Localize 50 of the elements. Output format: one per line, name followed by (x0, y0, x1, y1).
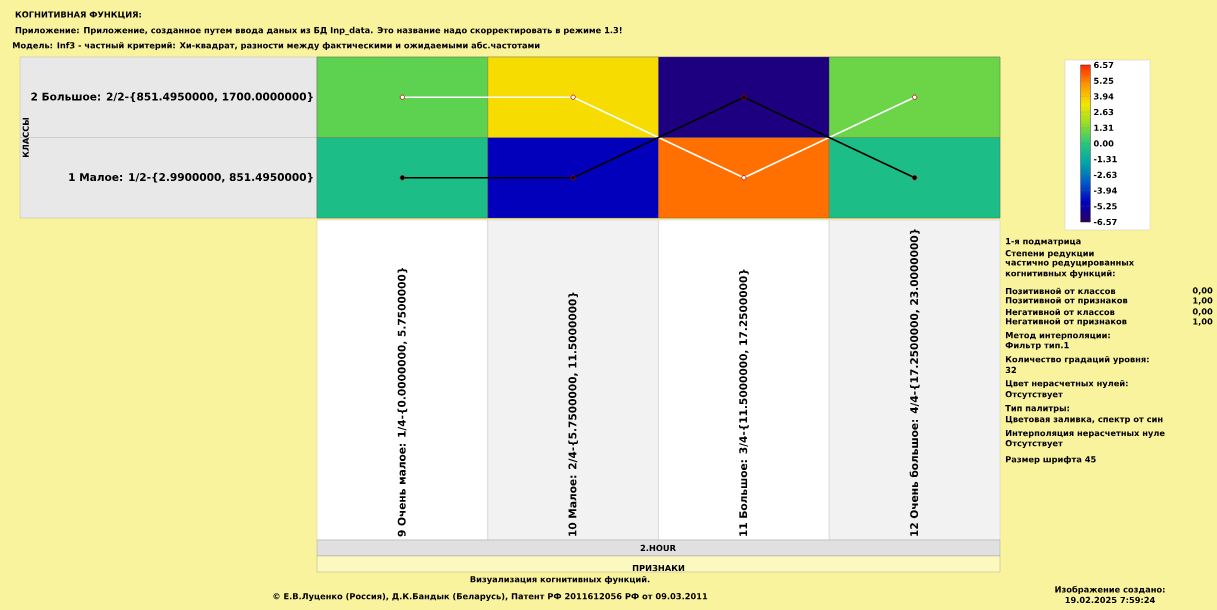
color-bar-label: 2.63 (1094, 108, 1114, 116)
text: когнитивных функций: (1005, 269, 1115, 279)
text: Тип палитры: (1005, 405, 1069, 413)
text: Интерполяция нерасчетных нуле (1005, 430, 1165, 438)
color-bar-label: -5.25 (1093, 203, 1117, 210)
y-axis-title: КЛАССЫ (22, 117, 29, 158)
text: Позитивной от классов (1005, 287, 1116, 295)
text: частично редуцированных (1005, 260, 1134, 268)
text: 1,00 (1193, 318, 1213, 326)
text: Негативной от признаков (1005, 317, 1127, 327)
text: Цветовая заливка, спектр от син (1005, 416, 1163, 424)
text: Изображение создано: (1055, 585, 1165, 595)
text: Модель: Inf3 - частный критерий: Хи-квадрат, разности между фактическими и ожидаемыми абс.частотами (12, 41, 540, 51)
x-tick-label: 9 Очень малое: 1/4-{0.0000000, 5.7500000} (397, 267, 408, 537)
x-tick-label: 11 Большое: 3/4-{11.5000000, 17.2500000} (739, 269, 749, 536)
color-bar-label: 0.00 (1093, 140, 1114, 147)
text: © Е.В.Луценко (Россия), Д.К.Бандык (Беларусь), Патент РФ 2011612056 РФ от 09.03.2011 (273, 592, 708, 602)
color-bar-label: -6.57 (1093, 218, 1117, 226)
text: Размер шрифта 45 (1005, 455, 1096, 464)
color-bar-label: -1.31 (1093, 156, 1117, 163)
color-bar-label: 1.31 (1094, 124, 1114, 131)
y-tick-label: 2 Большое: 2/2-{851.4950000, 1700.0000000} (31, 92, 313, 103)
text: КОГНИТИВНАЯ ФУНКЦИЯ: (15, 11, 141, 19)
text: Негативной от классов (1005, 308, 1115, 316)
text: 1,00 (1193, 297, 1213, 305)
text: Отсутствует (1005, 440, 1063, 448)
chart-subtitle: Приложение: Приложение, созданное путем ввода даных из БД Inp_data. Это название надо скорректировать в режиме 1.3! (15, 26, 622, 36)
x-tick-label: 12 Очень большое: 4/4-{17.2500000, 23.0000000} (909, 229, 920, 536)
text: Визуализация когнитивных функций. (470, 575, 650, 585)
color-bar-label: -2.63 (1093, 171, 1117, 179)
text: Отсутствует (1005, 391, 1063, 399)
text: 32 (1005, 366, 1016, 374)
text: Количество градаций уровня: (1005, 355, 1149, 365)
color-bar-label: 3.94 (1094, 93, 1114, 100)
text: 0,00 (1192, 308, 1213, 316)
x-axis-title: ПРИЗНАКИ (632, 564, 685, 572)
text: 19.02.2025 7:59:24 (1065, 596, 1155, 604)
color-bar-label: 5.25 (1094, 77, 1114, 84)
text: Степени редукции (1005, 250, 1094, 258)
y-tick-label: 1 Малое: 1/2-{2.9900000, 851.4950000} (69, 172, 313, 183)
x-tick-label: 10 Малое: 2/4-{5.7500000, 11.5000000} (568, 292, 578, 536)
text: Позитивной от признаков (1005, 296, 1128, 306)
color-bar-label: -3.94 (1093, 187, 1117, 194)
color-bar-label: 6.57 (1093, 61, 1114, 69)
text: Цвет нерасчетных нулей: (1005, 379, 1128, 389)
text: 1-я подматрица (1006, 238, 1081, 246)
text: Фильтр тип.1 (1005, 342, 1069, 350)
text: 2.HOUR (640, 544, 676, 552)
text: 0,00 (1192, 287, 1213, 295)
text: Метод интерполяции: (1005, 332, 1110, 340)
